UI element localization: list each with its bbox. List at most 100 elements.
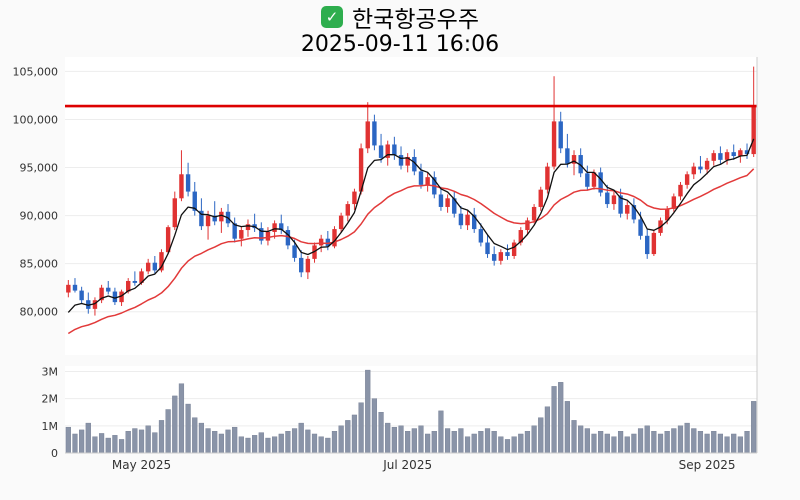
volume-bar (531, 425, 537, 454)
volume-bar (185, 403, 191, 454)
volume-bar (704, 433, 710, 454)
candle-body (531, 206, 537, 221)
volume-bar (232, 426, 238, 454)
volume-bar (611, 436, 617, 454)
volume-bar (538, 417, 544, 454)
candle-body (79, 290, 84, 301)
candle-body (285, 230, 291, 246)
candle-body (165, 227, 171, 253)
volume-tick-label: 1M (42, 420, 59, 433)
price-tick-label: 80,000 (20, 306, 59, 319)
candle-body (465, 214, 470, 226)
candle-body (372, 121, 377, 146)
volume-tick-label: 2M (42, 393, 59, 406)
candle-body (585, 173, 590, 187)
volume-bar (365, 369, 371, 454)
candle-body (405, 156, 410, 166)
candle-body (358, 148, 364, 192)
volume-tick-label: 0 (51, 447, 58, 460)
volume-bar (637, 428, 644, 454)
candle-body (731, 152, 736, 157)
candle-body (212, 215, 217, 222)
candle-body (239, 230, 244, 239)
volume-bar (471, 433, 477, 454)
volume-bar (258, 432, 264, 454)
volume-bar (65, 426, 71, 454)
candle-body (638, 219, 643, 236)
volume-bar (198, 422, 205, 454)
candle-body (744, 150, 750, 155)
candle-body (578, 155, 583, 174)
chart-header: ✓ 한국항공우주 2025-09-11 16:06 (0, 3, 800, 57)
volume-bar (591, 433, 597, 454)
candle-body (511, 242, 517, 256)
volume-bar (617, 431, 624, 454)
volume-bar (331, 431, 338, 454)
volume-bar (458, 428, 464, 454)
volume-bar (511, 436, 517, 454)
check-mark-glyph: ✓ (325, 7, 339, 26)
volume-bar (105, 437, 111, 454)
candle-body (292, 245, 297, 258)
candle-body (106, 287, 111, 292)
volume-bar (425, 433, 431, 454)
candle-body (684, 174, 690, 185)
x-axis-label: Sep 2025 (679, 458, 736, 472)
price-tick-label: 95,000 (20, 162, 59, 175)
volume-bar (172, 395, 178, 454)
volume-bar (504, 439, 511, 454)
candle-body (525, 220, 530, 231)
candle-body (272, 223, 277, 232)
volume-bar (418, 425, 424, 454)
candles (66, 66, 756, 316)
volume-bar (351, 414, 358, 454)
volume-bar (79, 429, 85, 454)
volume-bar (431, 431, 437, 454)
volume-bar (291, 428, 298, 454)
candle-body (219, 211, 224, 222)
volume-bar (671, 428, 677, 454)
candle-body (558, 121, 563, 149)
volume-bar (564, 401, 570, 454)
volume-bar (85, 422, 91, 454)
candle-body (425, 177, 430, 185)
price-tick-label: 90,000 (20, 210, 59, 223)
candle-body (132, 280, 138, 283)
candle-body (664, 208, 670, 221)
candle-body (485, 242, 490, 255)
volume-bar (724, 436, 730, 454)
volume-bar (118, 439, 125, 454)
candle-body (318, 238, 324, 246)
volume-bar (737, 436, 743, 454)
candle-body (538, 189, 543, 207)
volume-bar (584, 428, 590, 454)
volume-bar (265, 437, 271, 454)
price-tick-label: 105,000 (13, 65, 59, 78)
candle-body (445, 198, 450, 207)
candle-body (605, 192, 610, 205)
candle-body (299, 257, 304, 273)
volume-bar (371, 398, 378, 454)
volume-bar (578, 425, 584, 454)
candle-body (338, 215, 344, 230)
candle-body (678, 184, 683, 197)
candle-body (139, 271, 144, 283)
volume-bar (252, 435, 258, 454)
x-axis-labels: May 2025 Jul 2025 Sep 2025 (112, 458, 736, 472)
volume-bar (271, 436, 278, 454)
ma-fast-line (67, 138, 755, 313)
volume-bar (298, 422, 304, 454)
volume-bar (318, 436, 324, 454)
candle-body (505, 252, 510, 256)
volume-bar (677, 425, 684, 454)
candle-body (119, 291, 124, 303)
volume-bar (245, 437, 251, 454)
candle-body (279, 223, 284, 231)
candle-body (152, 262, 158, 271)
candle-body (458, 213, 464, 226)
candle-body (145, 262, 151, 272)
candle-body (66, 284, 71, 293)
candle-body (631, 205, 637, 220)
volume-bar (345, 420, 351, 454)
candle-body (245, 224, 251, 231)
